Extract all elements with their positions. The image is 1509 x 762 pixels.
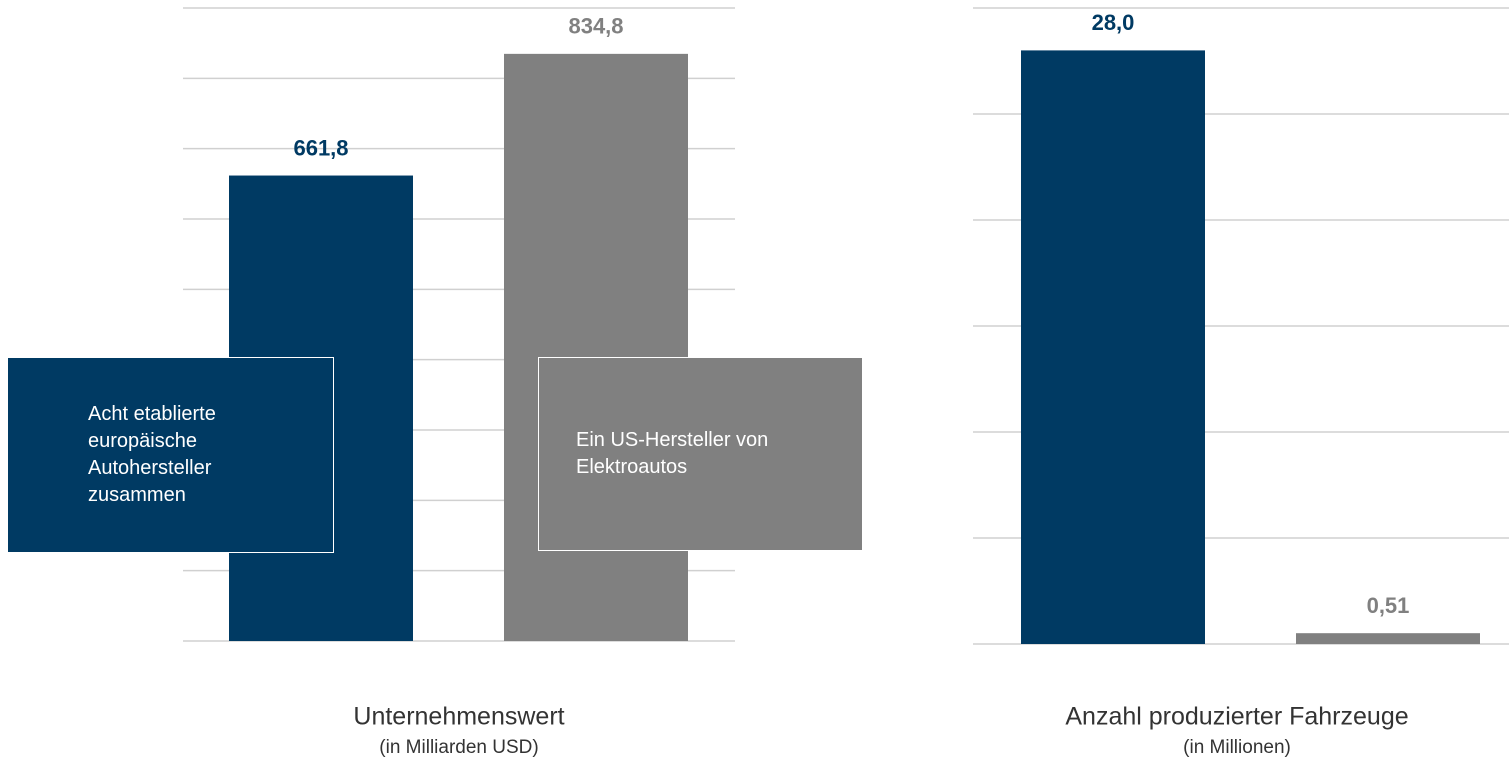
legend-label: Acht etablierte europäische Autoherstell… [88,403,216,506]
chart-subtitle: (in Milliarden USD) [379,737,538,758]
legend-box: Acht etablierte europäische Autoherstell… [7,357,334,553]
value-label: 661,8 [293,135,348,160]
value-label: 0,51 [1367,593,1410,618]
value-label: 834,8 [568,14,623,39]
legend-box: Ein US-Hersteller von Elektroautos [538,357,863,551]
chart-title: Anzahl produzierter Fahrzeuge [1065,703,1408,731]
bar [1021,50,1205,644]
chart-title: Unternehmenswert [353,703,564,731]
legend-label: Ein US-Hersteller von Elektroautos [576,429,769,478]
chart-subtitle: (in Millionen) [1183,737,1291,758]
value-label: 28,0 [1092,10,1135,35]
bar [504,53,688,641]
bar [1296,633,1480,644]
